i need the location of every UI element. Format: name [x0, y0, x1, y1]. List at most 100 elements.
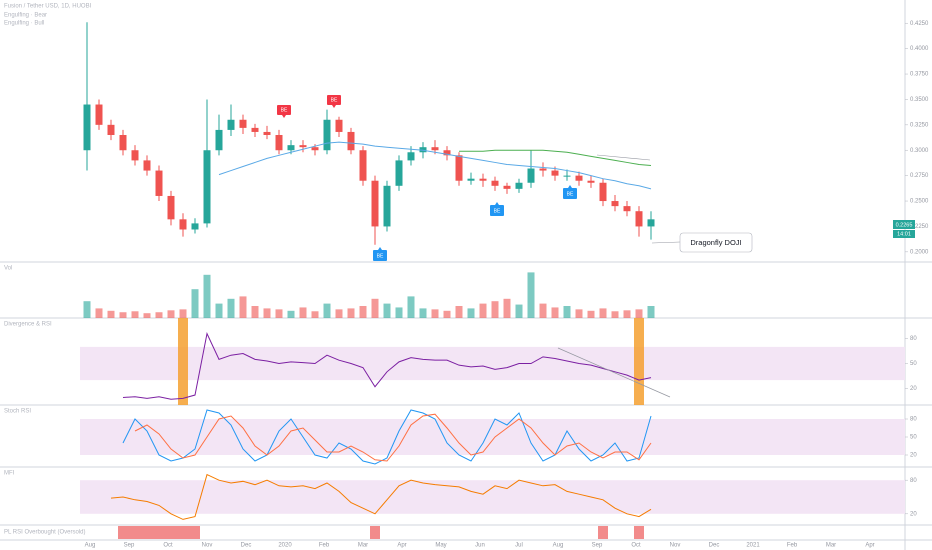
candle-body [167, 195, 175, 220]
series-line [122, 409, 652, 465]
candle-body [95, 104, 103, 125]
price-tag [893, 220, 915, 229]
volume-bar [359, 306, 367, 318]
x-axis-label: Nov [202, 543, 213, 549]
callout: Dragonfly DOJI [651, 232, 753, 253]
candle-body [407, 152, 415, 161]
volume-bar [239, 296, 247, 318]
price-tag-text: 0.2265 [896, 222, 913, 228]
annotation-be: BE [373, 247, 387, 261]
volume-bar [323, 303, 331, 318]
x-axis-label: Feb [319, 543, 330, 549]
candle-body [491, 180, 499, 186]
candle-body [527, 168, 535, 183]
volume-bar [575, 309, 583, 318]
volume-bar [203, 274, 211, 318]
candle-body [635, 211, 643, 227]
volume-bar [479, 303, 487, 318]
candle-body [599, 182, 607, 202]
candle-body [287, 145, 295, 151]
candle-body [371, 180, 379, 227]
volume-bar [467, 308, 475, 318]
volume-bar [431, 309, 439, 318]
candle-body [347, 131, 355, 151]
x-axis-label: Dec [241, 543, 252, 549]
pane-title: Divergence & RSI [4, 322, 52, 328]
volume-bar [383, 303, 391, 318]
countdown-text: 14:01 [897, 231, 911, 237]
callout-text: Dragonfly DOJI [690, 238, 741, 247]
volume-bar [95, 308, 103, 318]
candle-body [383, 185, 391, 227]
candle-body [155, 170, 163, 196]
series-line [122, 332, 652, 400]
annotation-label: BE [567, 191, 574, 197]
volume-bar [587, 310, 595, 318]
x-axis-label: Sep [124, 543, 135, 549]
candle-body [539, 168, 547, 171]
signal-range [634, 526, 644, 539]
volume-bar [275, 309, 283, 318]
series-line [218, 141, 652, 190]
candle-body [203, 150, 211, 224]
volume-bar [119, 312, 127, 318]
x-axis-label: Mar [358, 543, 368, 549]
volume-bar [83, 301, 91, 318]
annotation-be: BE [563, 185, 577, 199]
volume-bar [515, 304, 523, 318]
candle-body [239, 119, 247, 128]
volume-bar [407, 296, 415, 318]
x-axis-label: Jul [515, 543, 523, 549]
annotation-label: BE [281, 107, 288, 113]
y-tick-label: 20 [910, 386, 917, 392]
volume-bar [635, 309, 643, 318]
x-axis-label: Oct [631, 543, 641, 549]
candle-body [623, 206, 631, 212]
candle-body [647, 219, 655, 227]
volume-bar [347, 308, 355, 318]
candle-body [215, 129, 223, 151]
x-axis-label: 2021 [746, 543, 760, 549]
x-axis-label: Aug [85, 543, 96, 549]
candle-body [443, 150, 451, 156]
candle-body [107, 124, 115, 135]
candle-body [455, 155, 463, 181]
signal-range [598, 526, 608, 539]
volume-bar [179, 309, 187, 318]
x-axis-label: Aug [553, 543, 564, 549]
y-tick-label: 0.4250 [910, 21, 929, 27]
y-tick-label: 0.3000 [910, 148, 929, 154]
volume-bar [227, 298, 235, 318]
signal-range [118, 526, 200, 539]
volume-bar [143, 313, 151, 318]
pane-title: MFI [4, 471, 15, 477]
volume-bar [455, 306, 463, 318]
y-tick-label: 50 [910, 435, 917, 441]
candle-body [503, 185, 511, 189]
y-tick-label: 0.3500 [910, 97, 929, 103]
x-axis-label: Apr [397, 543, 406, 549]
candle-body [395, 160, 403, 186]
x-axis-label: Dec [709, 543, 720, 549]
volume-bar [299, 307, 307, 318]
candle-body [143, 160, 151, 171]
volume-bar [263, 308, 271, 318]
candle-body [191, 223, 199, 230]
candle-body [299, 145, 307, 148]
legend-line: Engulfing · Bull [4, 21, 44, 27]
candle-body [323, 119, 331, 151]
y-tick-label: 0.2750 [910, 173, 929, 179]
highlight [178, 318, 188, 405]
volume-bar [251, 306, 259, 318]
candle-body [83, 104, 91, 151]
candle-body [359, 150, 367, 181]
volume-bar [215, 303, 223, 318]
annotation-be: BE [277, 105, 291, 118]
volume-bar [395, 307, 403, 318]
x-axis-label: Jun [475, 543, 485, 549]
volume-bar [419, 308, 427, 318]
candle-body [131, 150, 139, 161]
y-tick-label: 80 [910, 336, 917, 342]
x-axis-label: Oct [163, 543, 173, 549]
